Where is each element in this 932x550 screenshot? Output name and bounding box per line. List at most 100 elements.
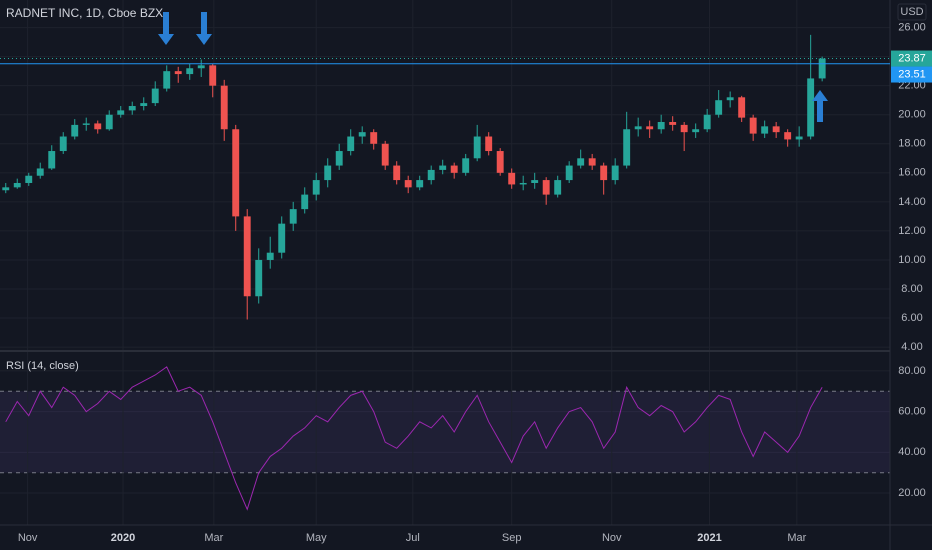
rsi-line (5, 366, 823, 511)
y-tick-label: 20.00 (898, 487, 926, 499)
y-tick-label: 18.00 (898, 138, 926, 150)
candle-body (611, 165, 619, 181)
candle-body (2, 187, 10, 191)
candle-body (128, 106, 136, 111)
candle-body (738, 97, 746, 118)
x-tick-label: Mar (204, 532, 223, 544)
candle-body (485, 136, 493, 152)
x-tick-label: Nov (602, 532, 622, 544)
y-tick-label: 40.00 (898, 446, 926, 458)
candle-body (59, 136, 67, 152)
candle-body (370, 132, 378, 144)
candle-body (600, 165, 608, 181)
candle-body (151, 88, 159, 104)
y-tick-label: 12.00 (898, 225, 926, 237)
x-tick-label: Mar (787, 532, 806, 544)
annotation-arrows (158, 12, 828, 122)
candle-body (209, 65, 217, 86)
candle-body (427, 169, 435, 181)
candle-body (381, 143, 389, 166)
candle-body (105, 114, 113, 130)
arrow-up (812, 90, 828, 122)
x-tick-label: Nov (18, 532, 38, 544)
candle-body (680, 124, 688, 133)
hline-price-box (891, 66, 932, 83)
candle-body (450, 165, 458, 173)
candle-body (243, 216, 251, 297)
candle-body (634, 126, 642, 130)
y-tick-label: 6.00 (901, 312, 922, 324)
candle-body (335, 151, 343, 166)
candle-body (761, 126, 769, 134)
candle-body (289, 209, 297, 224)
candle-body (784, 132, 792, 140)
candle-body (726, 97, 734, 101)
y-tick-label: 16.00 (898, 167, 926, 179)
x-tick-label: May (306, 532, 327, 544)
candle-body (232, 129, 240, 217)
x-tick-label: Sep (502, 532, 522, 544)
candle-body (255, 259, 263, 297)
candle-body (496, 151, 504, 173)
candle-body (301, 194, 309, 210)
y-tick-label: 10.00 (898, 254, 926, 266)
candle-body (657, 121, 665, 130)
last-price-label: 23.87 (898, 52, 926, 64)
candle-body (25, 175, 33, 183)
hline-price-label: 23.51 (898, 68, 926, 80)
candle-body (807, 78, 815, 137)
candle-body (623, 129, 631, 166)
currency-box (897, 3, 927, 21)
candle-body (416, 180, 424, 188)
chart-title: RADNET INC, 1D, Cboe BZX (6, 6, 163, 20)
last-price-box (891, 50, 932, 67)
y-tick-label: 20.00 (898, 109, 926, 121)
candle-body (36, 168, 44, 176)
candle-body (565, 165, 573, 181)
candle-body (531, 180, 539, 183)
candle-body (462, 158, 470, 173)
y-tick-label: 22.00 (898, 80, 926, 92)
candle-body (554, 180, 562, 195)
candle-body (140, 103, 148, 107)
candle-body (197, 65, 205, 69)
candle-body (393, 165, 401, 181)
y-tick-label: 4.00 (901, 341, 922, 353)
y-tick-label: 8.00 (901, 283, 922, 295)
candle-body (94, 123, 102, 130)
y-tick-label: 60.00 (898, 406, 926, 418)
candle-body (519, 182, 527, 185)
candle-body (174, 71, 182, 75)
candle-body (82, 123, 90, 125)
candle-body (312, 180, 320, 195)
candle-body (278, 223, 286, 253)
candle-body (186, 68, 194, 75)
candle-body (13, 182, 21, 188)
arrow-down (196, 12, 212, 45)
candle-body (795, 136, 803, 140)
candle-body (818, 58, 826, 79)
rsi-title: RSI (14, close) (6, 360, 79, 372)
candle-body (163, 71, 171, 89)
candle-body (772, 126, 780, 133)
y-tick-label: 14.00 (898, 196, 926, 208)
marks (2, 34, 826, 511)
candle-body (703, 114, 711, 130)
candle-body (577, 158, 585, 166)
candle-body (266, 252, 274, 260)
candle-body (692, 129, 700, 133)
x-tick-label: 2021 (697, 532, 721, 544)
rsi-band (0, 391, 890, 473)
currency: USD (900, 6, 923, 18)
arrow-down (158, 12, 174, 45)
candle-body (48, 151, 56, 169)
overlay: 23.87 23.51 (0, 50, 932, 83)
x-tick-label: Jul (406, 532, 420, 544)
y-tick-label: 80.00 (898, 365, 926, 377)
candle-body (358, 132, 366, 137)
candle-body (715, 100, 723, 115)
candle-body (749, 117, 757, 134)
candle-body (71, 124, 79, 137)
